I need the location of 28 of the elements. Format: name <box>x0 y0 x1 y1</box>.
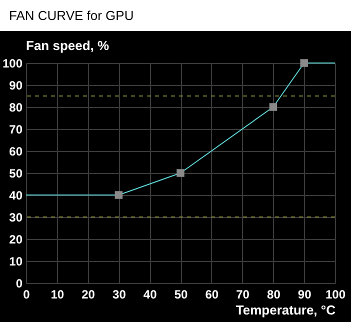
point <box>176 169 184 177</box>
x-tick-label: 70 <box>236 288 250 302</box>
y-tick-label: 40 <box>9 188 23 202</box>
x-tick-label: 20 <box>82 288 96 302</box>
y-tick-label: 60 <box>9 144 23 158</box>
x-tick-label: 60 <box>205 288 219 302</box>
y-tick-label: 20 <box>9 232 23 246</box>
x-axis-title: Temperature, °C <box>236 302 336 318</box>
y-tick-label: 0 <box>16 276 23 290</box>
x-tick-label: 100 <box>325 288 346 302</box>
y-tick-label: 90 <box>9 78 23 92</box>
x-tick-label: 80 <box>267 288 281 302</box>
y-tick-label: 10 <box>9 254 23 268</box>
y-tick-label: 50 <box>9 166 23 180</box>
x-tick-label: 40 <box>143 288 158 302</box>
x-tick-label: 30 <box>112 288 126 302</box>
chart-title: FAN CURVE for GPU <box>9 8 134 23</box>
y-tick-label: 70 <box>9 122 23 136</box>
x-tick-label: 90 <box>298 288 312 302</box>
x-tick-label: 50 <box>174 288 188 302</box>
y-tick-label: 30 <box>9 210 23 224</box>
point <box>300 59 308 67</box>
y-tick-label: 100 <box>2 56 23 70</box>
y-tick-label: 80 <box>9 100 23 114</box>
y-axis-title: Fan speed, % <box>26 38 110 53</box>
point <box>114 191 123 199</box>
point <box>269 103 278 111</box>
x-tick-label: 10 <box>50 288 64 302</box>
